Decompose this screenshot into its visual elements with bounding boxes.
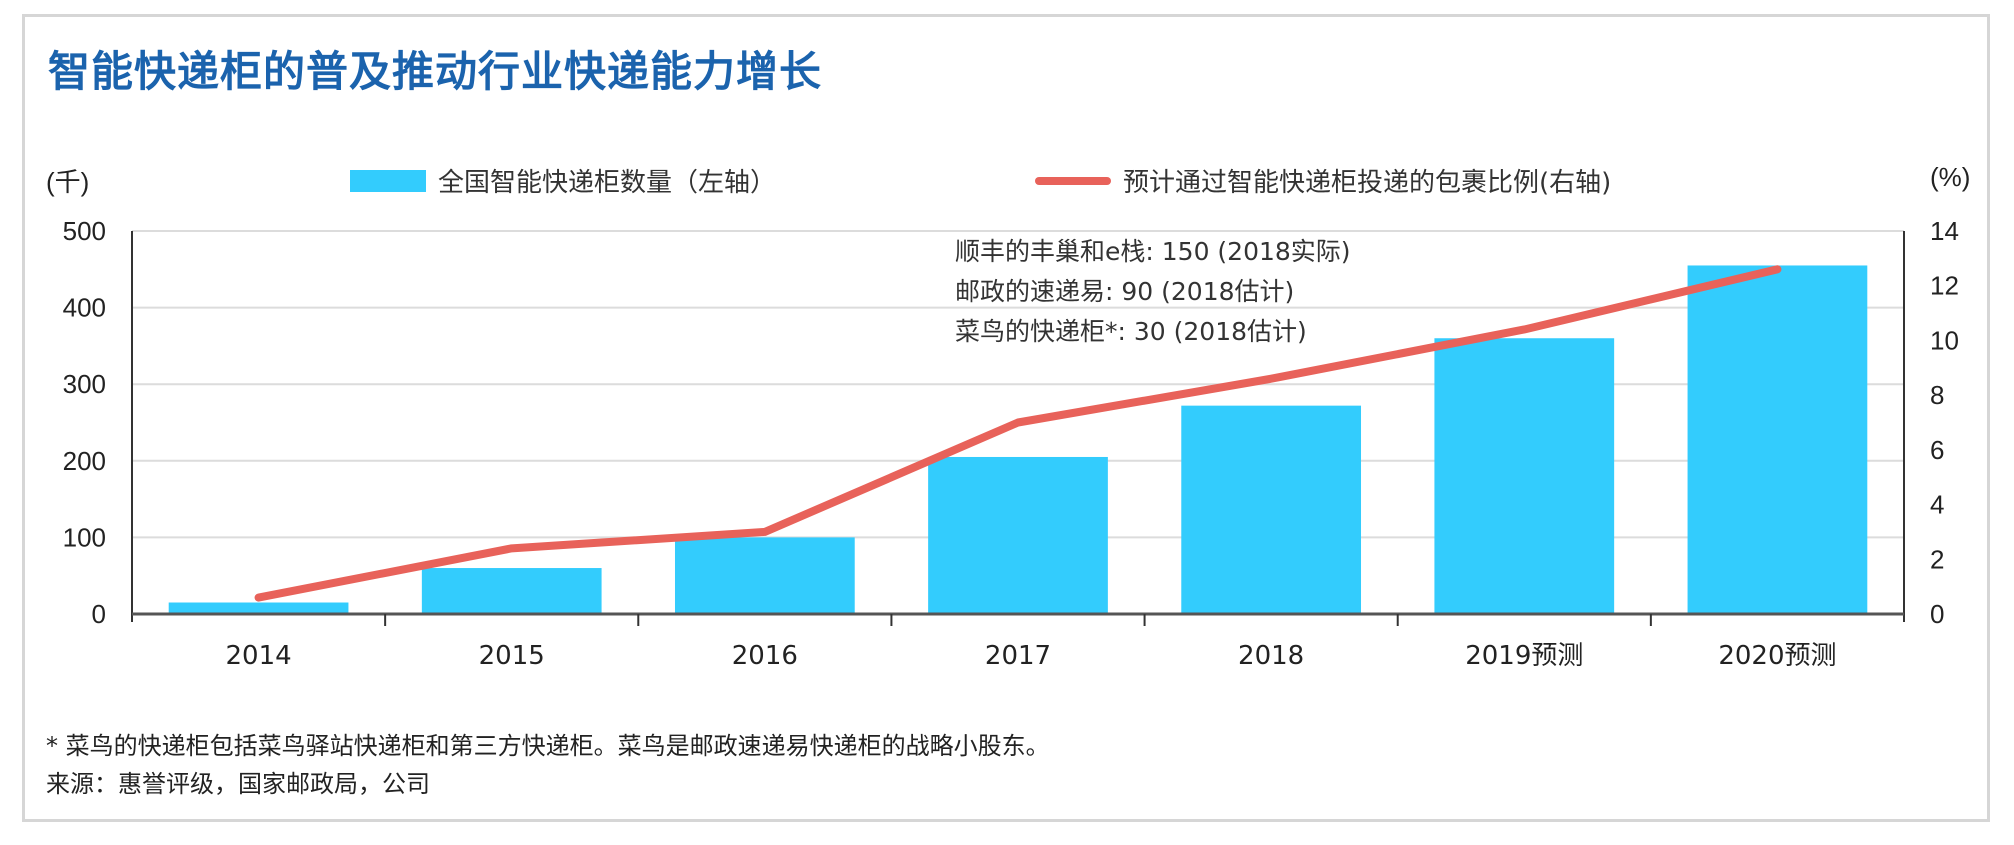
- x-tick-label: 2017: [985, 641, 1051, 671]
- x-tick-label: 2016: [732, 641, 798, 671]
- annotation-line-1: 顺丰的丰巢和e栈: 150 (2018实际): [955, 237, 1351, 266]
- x-tick-label: 2019预测: [1465, 641, 1583, 671]
- annotation-line-3: 菜鸟的快递柜*: 30 (2018估计): [955, 317, 1307, 346]
- y-left-tick-label: 0: [92, 599, 106, 629]
- source-note: 来源：惠誉评级，国家邮政局，公司: [46, 770, 430, 798]
- y-left-tick-label: 500: [63, 216, 106, 246]
- x-tick-label: 2018: [1238, 641, 1304, 671]
- y-right-tick-label: 14: [1930, 216, 1959, 246]
- y-right-tick-label: 2: [1930, 544, 1944, 574]
- legend-line-label: 预计通过智能快递柜投递的包裹比例(右轴): [1123, 168, 1612, 198]
- y-right-tick-label: 12: [1930, 271, 1959, 301]
- bar-2020预测: [1687, 265, 1868, 614]
- legend-bar-label: 全国智能快递柜数量（左轴）: [438, 168, 777, 198]
- bar-2017: [928, 456, 1108, 614]
- bar-2016: [674, 537, 855, 614]
- chart-frame: [22, 14, 1990, 822]
- y-right-tick-label: 0: [1930, 599, 1944, 629]
- footnote: * 菜鸟的快递柜包括菜鸟驿站快递柜和第三方快递柜。菜鸟是邮政速递易快递柜的战略小…: [46, 732, 1050, 760]
- y-right-tick-label: 10: [1930, 325, 1959, 355]
- legend-bar-swatch: [350, 169, 426, 192]
- left-axis-unit: (千): [46, 167, 90, 197]
- bar-2019预测: [1434, 338, 1615, 614]
- x-tick-label: 2014: [225, 641, 291, 671]
- legend-item-line: 预计通过智能快递柜投递的包裹比例(右轴): [1035, 162, 1611, 199]
- bar-2014: [168, 602, 349, 614]
- y-left-tick-label: 400: [63, 293, 106, 323]
- y-left-tick-label: 300: [63, 369, 106, 399]
- y-right-tick-label: 6: [1930, 435, 1944, 465]
- y-right-tick-label: 4: [1930, 490, 1944, 520]
- x-tick-label: 2020预测: [1718, 641, 1836, 671]
- chart-title: 智能快递柜的普及推动行业快递能力增长: [48, 47, 823, 96]
- legend-line-swatch: [1035, 176, 1111, 185]
- y-right-tick-label: 8: [1930, 380, 1944, 410]
- bar-2018: [1181, 405, 1362, 614]
- bar-2015: [421, 568, 602, 614]
- right-axis-unit: (%): [1930, 162, 1971, 192]
- annotation-line-2: 邮政的速递易: 90 (2018估计): [955, 277, 1295, 306]
- x-tick-label: 2015: [479, 641, 545, 671]
- y-left-tick-label: 100: [63, 522, 106, 552]
- legend-item-bars: 全国智能快递柜数量（左轴）: [350, 162, 776, 199]
- y-left-tick-label: 200: [63, 446, 106, 476]
